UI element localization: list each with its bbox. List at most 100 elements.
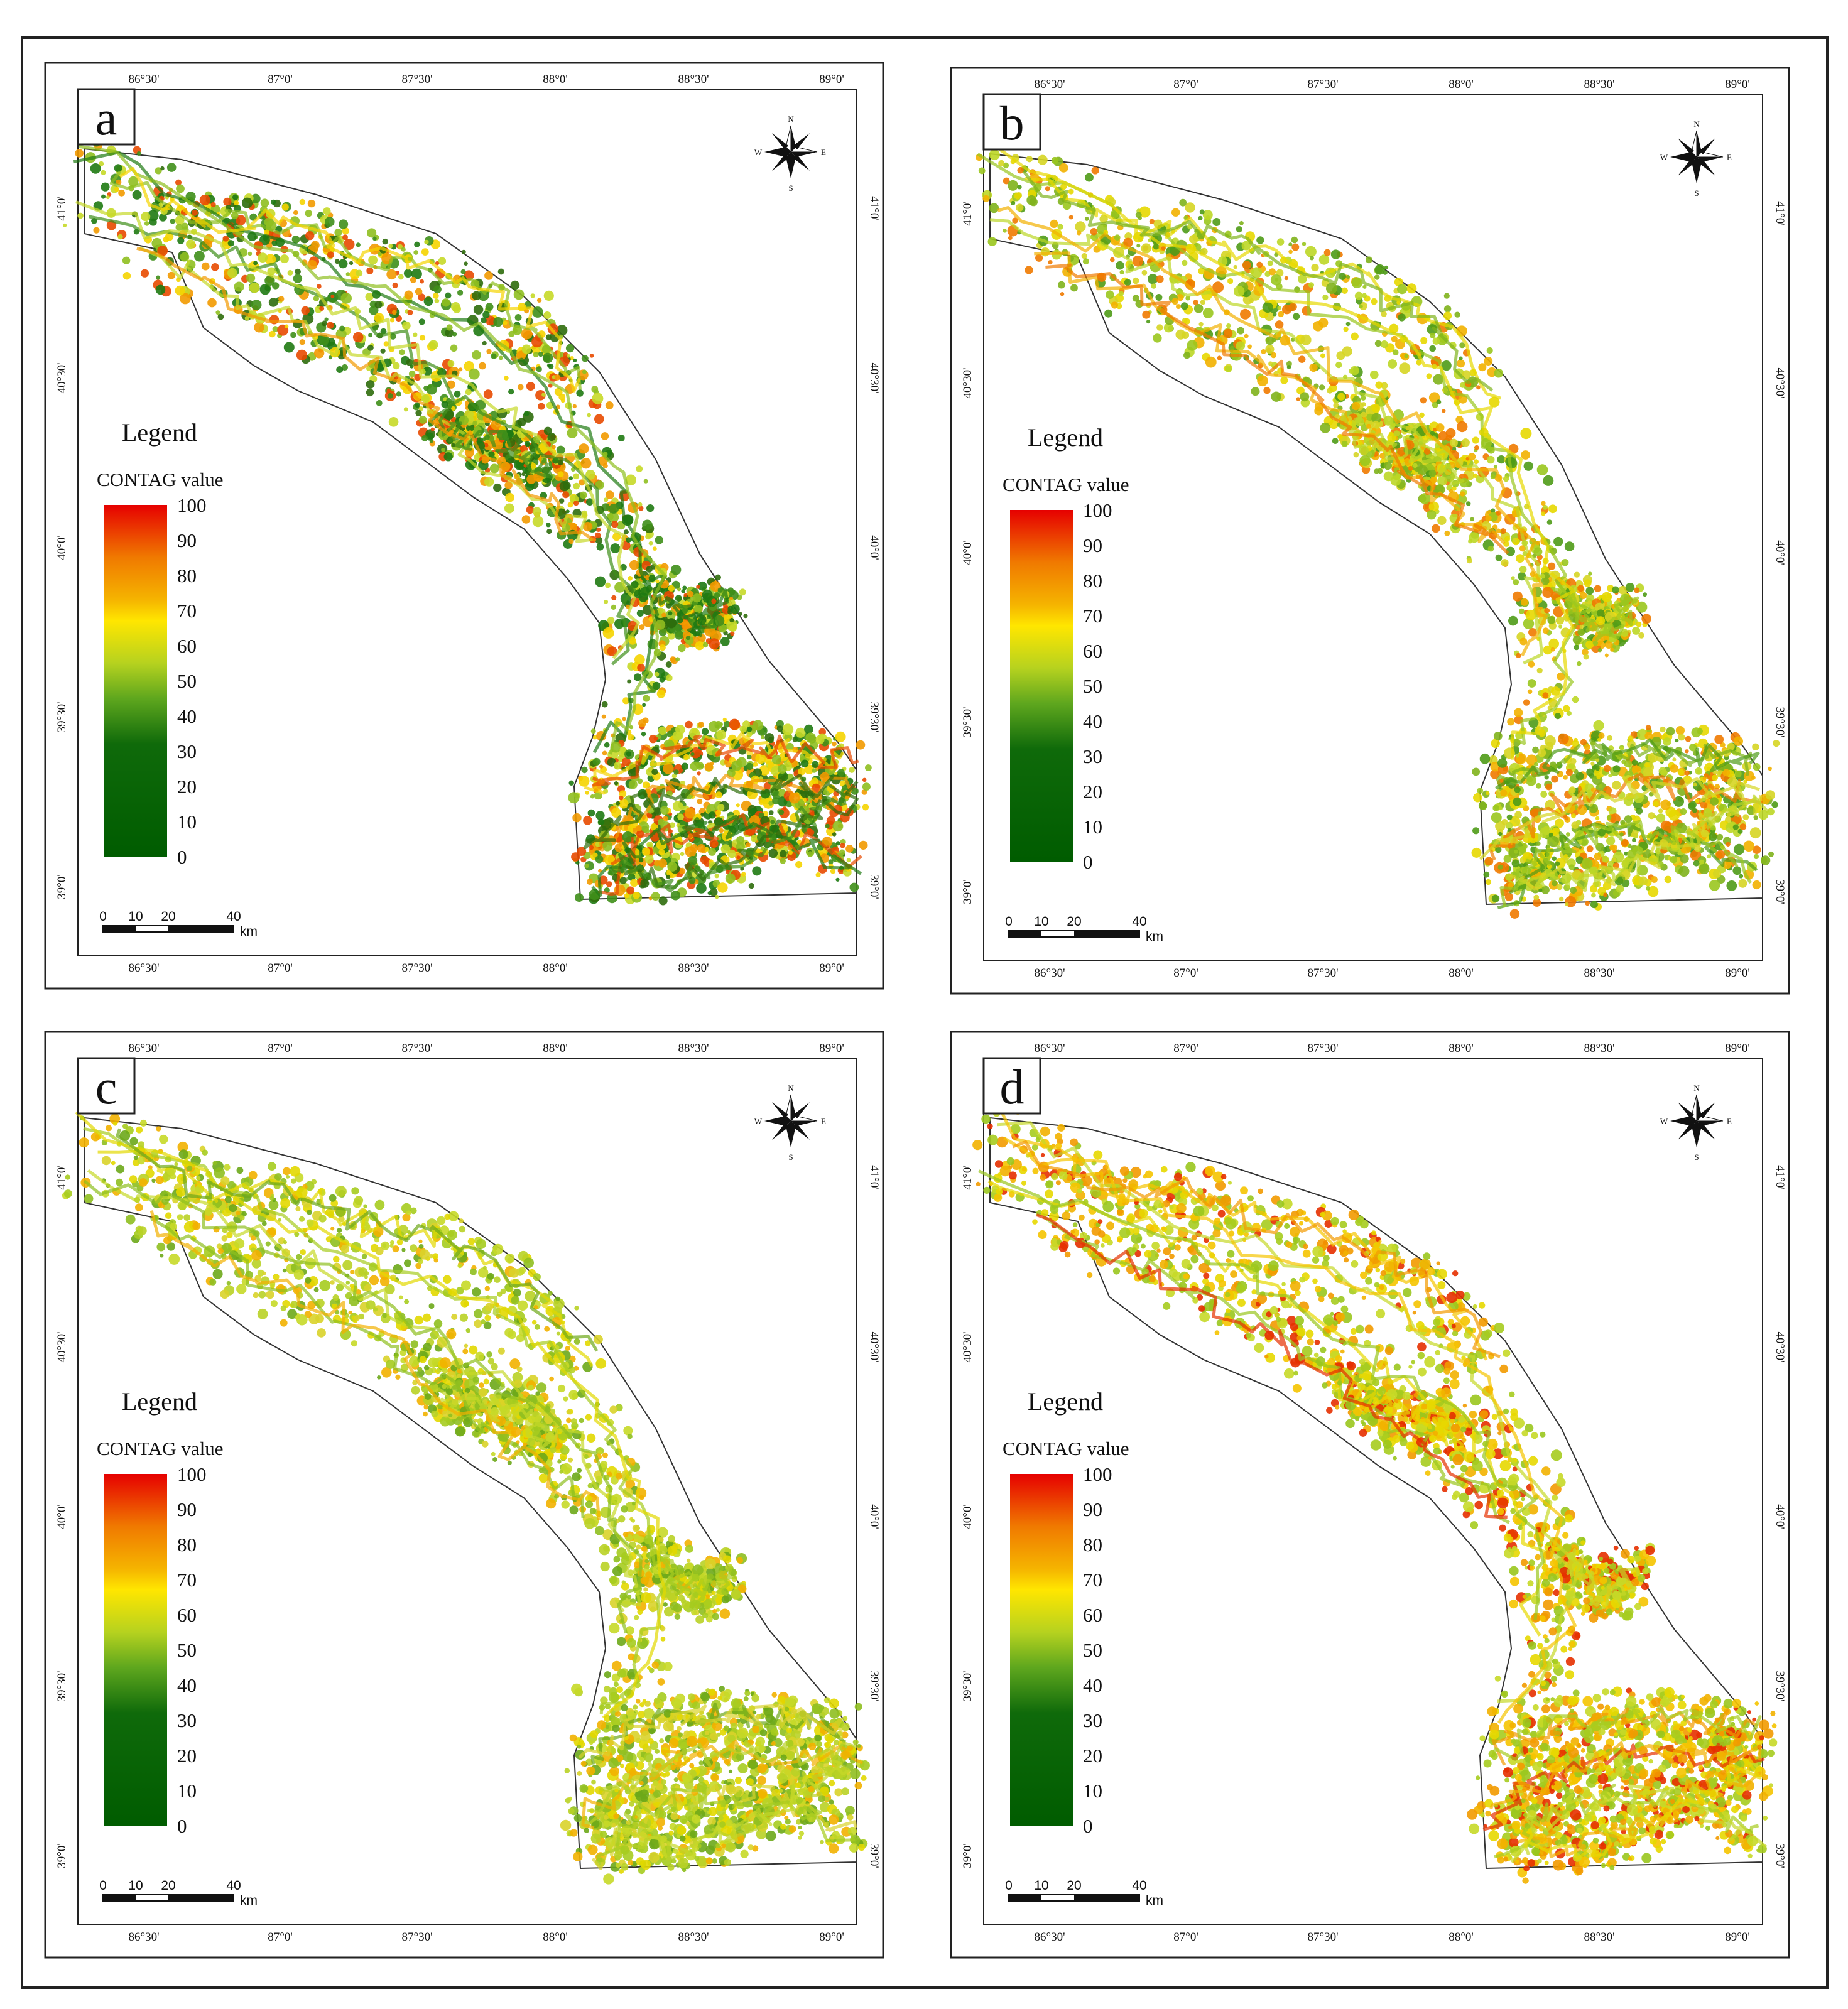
raster-cell: [368, 333, 372, 338]
raster-cell: [1090, 228, 1098, 236]
raster-cell: [1685, 749, 1689, 754]
raster-cell: [556, 325, 568, 336]
scale-bar-segment: [168, 926, 234, 932]
raster-cell: [682, 585, 687, 590]
raster-cell: [293, 210, 298, 215]
raster-cell: [1554, 713, 1561, 720]
raster-cell: [521, 344, 531, 354]
raster-cell: [835, 877, 840, 882]
raster-cell: [1572, 635, 1582, 644]
raster-cell: [1585, 587, 1594, 595]
raster-cell: [1638, 876, 1648, 886]
raster-cell: [753, 762, 758, 767]
raster-cell: [1550, 647, 1555, 652]
raster-cell: [1643, 592, 1647, 597]
raster-cell: [752, 866, 762, 876]
raster-cell: [1540, 791, 1548, 798]
raster-cell: [313, 295, 319, 301]
raster-cell: [643, 479, 648, 484]
raster-cell: [1595, 766, 1600, 771]
raster-cell: [538, 351, 543, 357]
raster-cell: [680, 852, 685, 857]
raster-cell: [729, 617, 734, 623]
raster-cell: [623, 529, 629, 535]
raster-cell: [849, 767, 855, 773]
raster-cell: [290, 332, 296, 338]
lat-label-right: 41°0': [1773, 201, 1786, 226]
raster-cell: [560, 398, 565, 403]
raster-cell: [1704, 773, 1709, 778]
raster-cell: [1521, 450, 1530, 460]
raster-cell: [517, 418, 526, 426]
raster-cell: [1374, 468, 1379, 474]
raster-cell: [1709, 832, 1717, 842]
raster-cell: [1263, 387, 1271, 394]
raster-cell: [305, 231, 315, 241]
raster-cell: [731, 760, 742, 771]
raster-cell: [558, 471, 564, 477]
raster-cell: [601, 714, 606, 719]
raster-cell: [749, 744, 754, 749]
raster-cell: [572, 813, 582, 823]
raster-cell: [1603, 764, 1611, 772]
raster-cell: [413, 250, 419, 255]
raster-cell: [546, 523, 551, 528]
raster-cell: [1520, 428, 1532, 440]
raster-cell: [114, 164, 122, 173]
north-label: N: [788, 114, 794, 124]
raster-cell: [1612, 586, 1619, 594]
raster-cell: [828, 859, 834, 865]
raster-cell: [99, 161, 104, 166]
raster-cell: [666, 730, 674, 738]
raster-cell: [1198, 215, 1203, 220]
raster-cell: [1513, 579, 1519, 585]
raster-cell: [1261, 349, 1266, 354]
raster-cell: [1308, 282, 1314, 288]
raster-cell: [565, 344, 575, 353]
raster-cell: [541, 393, 546, 397]
raster-cell: [186, 239, 196, 249]
raster-cell: [730, 604, 740, 614]
scale-tick-label: 40: [226, 909, 241, 924]
raster-cell: [1568, 786, 1576, 794]
raster-cell: [334, 259, 340, 264]
raster-cell: [101, 194, 106, 199]
raster-cell: [532, 507, 541, 516]
raster-cell: [665, 661, 672, 668]
raster-cell: [271, 199, 276, 205]
raster-cell: [978, 167, 986, 175]
raster-cell: [1500, 528, 1506, 534]
raster-cell: [729, 718, 741, 730]
lon-label-bottom: 89°0': [819, 961, 844, 975]
raster-cell: [217, 313, 224, 320]
raster-cell: [486, 349, 492, 354]
raster-cell: [655, 536, 663, 544]
lon-label-top: 86°30': [1034, 78, 1065, 91]
raster-cell: [1461, 438, 1470, 447]
raster-cell: [543, 311, 552, 319]
raster-cell: [349, 261, 354, 266]
raster-cell: [1428, 469, 1437, 477]
raster-cell: [1359, 304, 1363, 309]
raster-cell: [356, 242, 361, 247]
raster-cell: [380, 348, 386, 354]
raster-cell: [609, 504, 619, 514]
lon-label-bottom: 88°30': [1584, 967, 1614, 980]
raster-cell: [404, 290, 413, 300]
raster-cell: [1091, 166, 1099, 175]
legend-color-ramp: [104, 505, 167, 857]
raster-cell: [118, 189, 125, 197]
raster-cell: [1497, 758, 1508, 768]
raster-cell: [646, 566, 653, 573]
raster-cell: [1390, 475, 1401, 486]
raster-cell: [296, 349, 308, 361]
raster-cell: [1571, 821, 1579, 829]
map-frame: [77, 89, 857, 956]
raster-cell: [177, 237, 185, 244]
raster-cell: [1597, 609, 1605, 617]
raster-cell: [1443, 293, 1450, 299]
raster-cell: [484, 271, 493, 280]
raster-cell: [1275, 320, 1284, 329]
raster-cell: [698, 722, 704, 728]
raster-cell: [93, 227, 100, 234]
